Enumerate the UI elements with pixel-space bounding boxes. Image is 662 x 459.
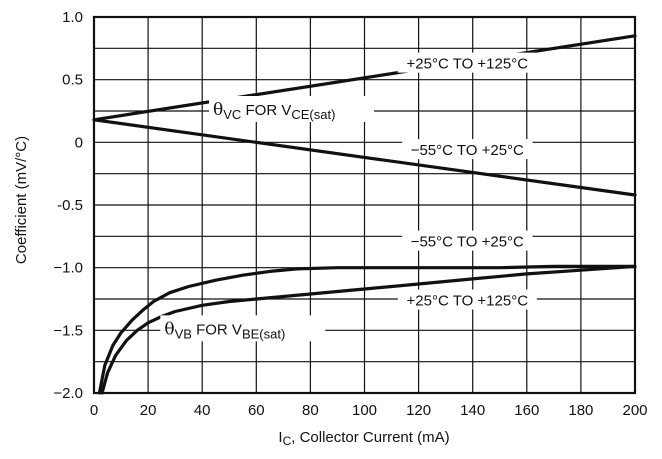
annotation-label: −55°C TO +25°C (411, 142, 524, 159)
annotation-backdrop (402, 230, 533, 251)
series-line-1 (92, 34, 637, 122)
x-tick-label: 200 (622, 402, 647, 419)
annotation-for-v: FOR V (192, 321, 242, 338)
x-tick-label: 120 (406, 402, 431, 419)
annotation-backdrop (160, 315, 326, 342)
x-tick-label: 20 (140, 402, 157, 419)
y-tick-label: 0.5 (62, 72, 83, 89)
x-tick-label: 40 (194, 402, 211, 419)
y-axis-title: Coefficient (mV/°C) (13, 136, 30, 264)
x-tick-label: 0 (90, 402, 98, 419)
x-axis-title-rest: , Collector Current (mA) (291, 429, 449, 446)
x-tick-label: 60 (248, 402, 265, 419)
series-group (92, 34, 637, 395)
x-tick-label: 100 (352, 402, 377, 419)
annotation-for-v: FOR V (241, 102, 291, 119)
x-tick-label: 80 (302, 402, 319, 419)
series-line-3 (97, 264, 637, 395)
y-tick-label: −1.0 (53, 260, 83, 277)
theta-symbol: θ (213, 100, 223, 120)
annotation-label: +25°C TO +125°C (407, 293, 529, 310)
y-tick-label: −1.5 (53, 322, 83, 339)
x-tick-label: 160 (514, 402, 539, 419)
annotation-label: +25°C TO +125°C (407, 56, 529, 73)
series-line-2 (92, 118, 637, 197)
y-tick-label: 0 (75, 134, 83, 151)
annotation-backdrop (397, 289, 537, 310)
series-line-4 (100, 264, 637, 395)
theta-subscript: VC (223, 107, 241, 122)
x-axis-title-main: I (278, 429, 282, 446)
x-axis-title-sub: C (283, 434, 292, 448)
y-tick-label: 1.0 (62, 9, 83, 26)
annotation-backdrop (397, 52, 537, 73)
annotation-label: −55°C TO +25°C (411, 234, 524, 251)
tick-label-group: 0 20 40 60 80 100 120 140 160 180 200 1.0 0.5 0 -0.5 −1… (53, 9, 647, 419)
annotation-group: +25°C TO +125°C −55°C TO +25°C −55°C TO +2… (160, 52, 537, 342)
y-tick-label: −2.0 (53, 385, 83, 402)
annotation-theta-label: θVC FOR VCE(sat) (213, 100, 335, 122)
v-subscript: BE(sat) (242, 326, 285, 341)
annotation-backdrop (209, 96, 375, 122)
theta-subscript: VB (175, 326, 192, 341)
plot-frame (92, 15, 637, 395)
x-axis-title: IC, Collector Current (mA) (278, 429, 449, 448)
x-tick-label: 180 (568, 402, 593, 419)
annotation-theta-label: θVB FOR VBE(sat) (164, 319, 285, 341)
theta-symbol: θ (164, 319, 174, 339)
y-tick-label: -0.5 (57, 197, 83, 214)
x-tick-label: 140 (460, 402, 485, 419)
v-subscript: CE(sat) (291, 107, 335, 122)
annotation-backdrop (402, 139, 533, 160)
